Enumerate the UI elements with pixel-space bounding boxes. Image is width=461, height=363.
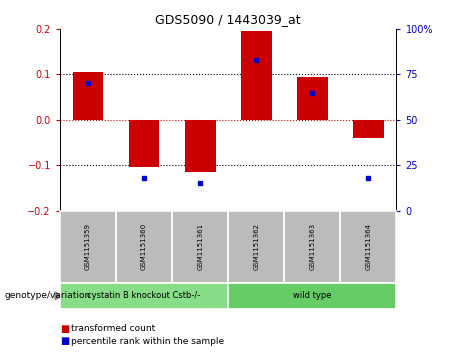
Text: percentile rank within the sample: percentile rank within the sample	[71, 337, 225, 346]
Text: transformed count: transformed count	[71, 324, 156, 333]
Text: genotype/variation: genotype/variation	[5, 291, 91, 300]
Text: GSM1151363: GSM1151363	[309, 223, 315, 270]
Text: GSM1151359: GSM1151359	[85, 223, 91, 270]
Text: ■: ■	[60, 323, 69, 334]
Bar	[185, 120, 216, 172]
Title: GDS5090 / 1443039_at: GDS5090 / 1443039_at	[155, 13, 301, 26]
Text: GSM1151360: GSM1151360	[141, 223, 147, 270]
Bar	[353, 120, 384, 138]
Text: GSM1151361: GSM1151361	[197, 223, 203, 270]
Polygon shape	[54, 291, 65, 301]
Bar	[72, 72, 103, 120]
Text: ■: ■	[60, 336, 69, 346]
Text: wild type: wild type	[293, 291, 331, 300]
Bar	[241, 31, 272, 120]
Bar	[129, 120, 160, 167]
Bar	[297, 77, 328, 120]
Text: cystatin B knockout Cstb-/-: cystatin B knockout Cstb-/-	[88, 291, 201, 300]
Text: GSM1151362: GSM1151362	[253, 223, 259, 270]
Text: GSM1151364: GSM1151364	[366, 223, 372, 270]
